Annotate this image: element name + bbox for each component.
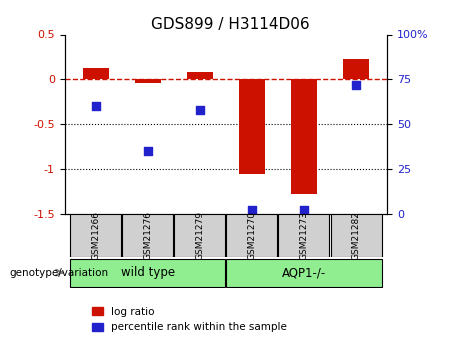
Point — [144, 148, 152, 154]
Legend: log ratio, percentile rank within the sample: log ratio, percentile rank within the sa… — [88, 303, 291, 336]
FancyBboxPatch shape — [278, 214, 330, 257]
Point — [92, 104, 100, 109]
Text: GSM21266: GSM21266 — [91, 211, 100, 260]
Text: AQP1-/-: AQP1-/- — [282, 266, 326, 279]
Text: GSM21279: GSM21279 — [195, 211, 204, 260]
FancyBboxPatch shape — [122, 214, 173, 257]
Text: genotype/variation: genotype/variation — [9, 268, 108, 277]
FancyBboxPatch shape — [226, 214, 278, 257]
Text: wild type: wild type — [121, 266, 175, 279]
Bar — [135, 79, 161, 83]
Bar — [83, 68, 109, 79]
Text: GSM21270: GSM21270 — [248, 211, 256, 260]
Bar — [187, 72, 213, 79]
FancyBboxPatch shape — [70, 214, 121, 257]
Point — [196, 107, 204, 112]
Point — [248, 208, 255, 213]
Text: GSM21273: GSM21273 — [300, 211, 308, 260]
Text: GDS899 / H3114D06: GDS899 / H3114D06 — [151, 17, 310, 32]
Text: GSM21276: GSM21276 — [143, 211, 152, 260]
Bar — [239, 79, 265, 174]
FancyBboxPatch shape — [70, 259, 225, 286]
FancyBboxPatch shape — [331, 214, 382, 257]
Text: GSM21282: GSM21282 — [351, 211, 361, 260]
FancyBboxPatch shape — [226, 259, 382, 286]
Point — [352, 82, 360, 88]
Bar — [343, 59, 369, 79]
Bar — [291, 79, 317, 194]
Point — [300, 208, 307, 213]
FancyBboxPatch shape — [174, 214, 225, 257]
